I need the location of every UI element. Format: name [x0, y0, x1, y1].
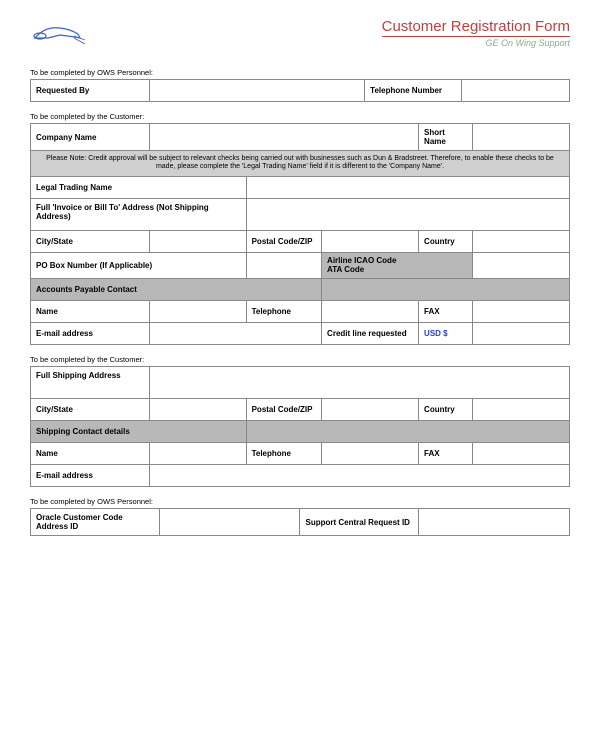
label-telephone-number: Telephone Number: [365, 80, 462, 102]
credit-note: Please Note: Credit approval will be sub…: [31, 151, 570, 177]
label-oracle: Oracle Customer Code Address ID: [31, 509, 160, 536]
field-ship-name[interactable]: [149, 443, 246, 465]
field-short-name[interactable]: [472, 124, 569, 151]
field-email[interactable]: [149, 323, 321, 345]
label-city-state: City/State: [31, 230, 150, 252]
field-ship-email[interactable]: [149, 465, 569, 487]
label-full-shipping: Full Shipping Address: [31, 367, 150, 399]
section-caption-ows2: To be completed by OWS Personnel:: [30, 497, 570, 506]
label-credit-line: Credit line requested: [322, 323, 419, 345]
field-full-invoice[interactable]: [246, 198, 569, 230]
page-subtitle: GE On Wing Support: [382, 36, 570, 48]
label-ship-fax: FAX: [419, 443, 473, 465]
header: Customer Registration Form GE On Wing Su…: [30, 18, 570, 50]
label-support-central: Support Central Request ID: [300, 509, 419, 536]
section-caption-cust2: To be completed by the Customer:: [30, 355, 570, 364]
label-usd: USD $: [419, 323, 473, 345]
table-requested-by: Requested By Telephone Number: [30, 79, 570, 102]
field-credit-line[interactable]: [472, 323, 569, 345]
label-postal: Postal Code/ZIP: [246, 230, 321, 252]
field-fax[interactable]: [472, 301, 569, 323]
field-po-box[interactable]: [246, 252, 321, 279]
table-oracle: Oracle Customer Code Address ID Support …: [30, 508, 570, 536]
label-ship-telephone: Telephone: [246, 443, 321, 465]
field-oracle[interactable]: [160, 509, 300, 536]
field-ship-country[interactable]: [472, 399, 569, 421]
field-telephone[interactable]: [322, 301, 419, 323]
label-ata: ATA Code: [327, 266, 467, 275]
airplane-icon: [30, 18, 90, 48]
field-postal[interactable]: [322, 230, 419, 252]
field-city-state[interactable]: [149, 230, 246, 252]
label-ship-city-state: City/State: [31, 399, 150, 421]
label-accounts-payable: Accounts Payable Contact: [31, 279, 322, 301]
label-ship-country: Country: [419, 399, 473, 421]
table-shipping: Full Shipping Address City/State Postal …: [30, 366, 570, 487]
label-legal-trading: Legal Trading Name: [31, 176, 247, 198]
label-fax: FAX: [419, 301, 473, 323]
page-title: Customer Registration Form: [382, 18, 570, 35]
field-country[interactable]: [472, 230, 569, 252]
label-short-name: Short Name: [419, 124, 473, 151]
field-accounts-payable: [322, 279, 570, 301]
field-ship-fax[interactable]: [472, 443, 569, 465]
table-company: Company Name Short Name Please Note: Cre…: [30, 123, 570, 345]
field-icao-ata[interactable]: [472, 252, 569, 279]
field-shipping-contact-header: [246, 421, 569, 443]
field-support-central[interactable]: [419, 509, 570, 536]
label-company-name: Company Name: [31, 124, 150, 151]
field-company-name[interactable]: [149, 124, 418, 151]
label-ship-email: E-mail address: [31, 465, 150, 487]
label-requested-by: Requested By: [31, 80, 150, 102]
label-ship-postal: Postal Code/ZIP: [246, 399, 321, 421]
field-ship-telephone[interactable]: [322, 443, 419, 465]
field-full-shipping[interactable]: [149, 367, 569, 399]
field-legal-trading[interactable]: [246, 176, 569, 198]
label-country: Country: [419, 230, 473, 252]
label-icao-ata: Airline ICAO Code ATA Code: [322, 252, 473, 279]
section-caption-cust1: To be completed by the Customer:: [30, 112, 570, 121]
label-full-invoice: Full 'Invoice or Bill To' Address (Not S…: [31, 198, 247, 230]
label-shipping-contact: Shipping Contact details: [31, 421, 247, 443]
field-ship-city-state[interactable]: [149, 399, 246, 421]
logo: [30, 18, 90, 50]
label-telephone: Telephone: [246, 301, 321, 323]
label-ship-name: Name: [31, 443, 150, 465]
section-caption-ows1: To be completed by OWS Personnel:: [30, 68, 570, 77]
field-requested-by[interactable]: [149, 80, 365, 102]
label-email: E-mail address: [31, 323, 150, 345]
label-po-box: PO Box Number (If Applicable): [31, 252, 247, 279]
field-telephone-number[interactable]: [462, 80, 570, 102]
field-name[interactable]: [149, 301, 246, 323]
field-ship-postal[interactable]: [322, 399, 419, 421]
label-name: Name: [31, 301, 150, 323]
